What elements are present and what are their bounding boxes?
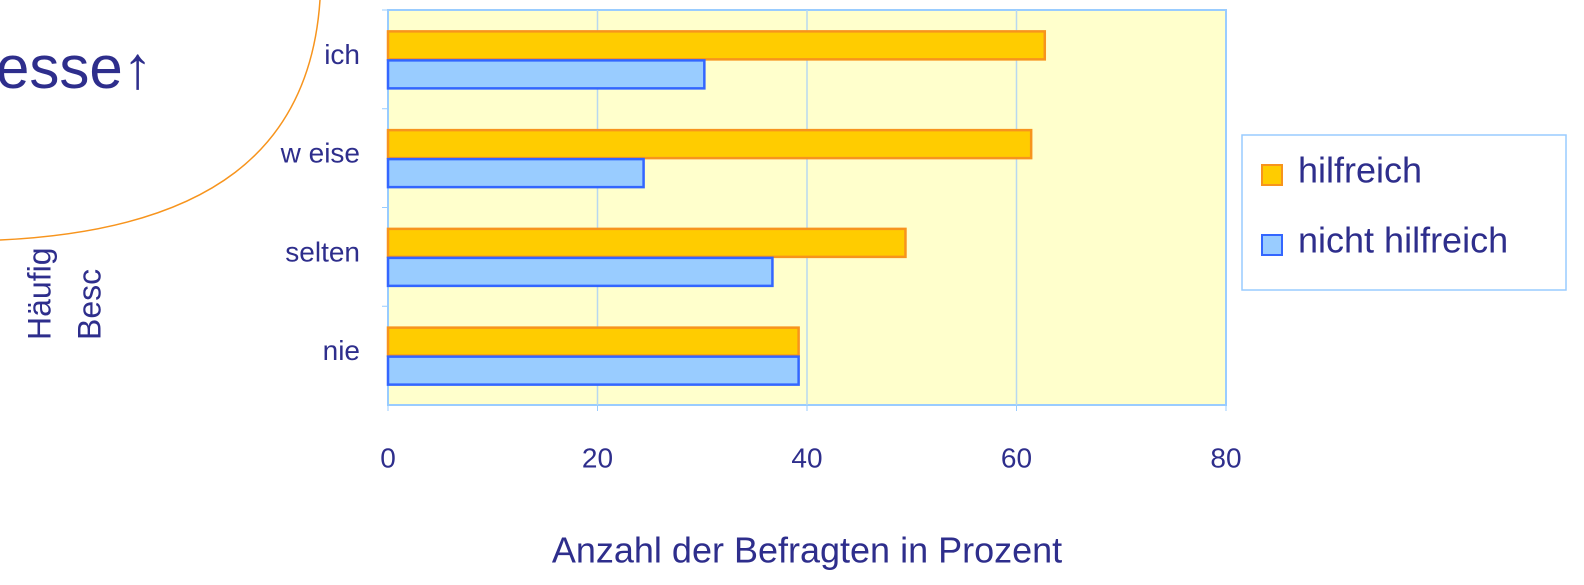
overlay-ellipse xyxy=(0,0,321,241)
bar xyxy=(386,355,800,386)
y-tick-label: selten xyxy=(285,236,360,267)
y-label-1: Häufig xyxy=(21,248,57,341)
overlay-text: esse↑ xyxy=(0,34,153,101)
marks xyxy=(382,9,1227,411)
overlay-fill xyxy=(0,0,320,240)
bar xyxy=(386,227,907,259)
bar xyxy=(386,128,1033,160)
x-axis-label: Anzahl der Befragten in Prozent xyxy=(552,530,1062,571)
y-label-2: Besc xyxy=(71,269,107,340)
y-axis-label: Häufig xyxy=(21,248,57,341)
x-tick-label: 40 xyxy=(791,442,822,473)
x-tick-label: 0 xyxy=(380,442,396,473)
legend xyxy=(1241,134,1567,291)
x-tick-label: 20 xyxy=(582,442,613,473)
y-tick-label: w eise xyxy=(280,138,360,169)
x-tick-label: 60 xyxy=(1001,442,1032,473)
y-axis-label: Besc xyxy=(71,269,107,340)
legend-swatch xyxy=(1261,164,1283,186)
bar xyxy=(386,256,774,288)
legend-swatch xyxy=(1261,234,1283,256)
bar xyxy=(386,59,706,90)
x-tick-label: 80 xyxy=(1210,442,1241,473)
legend-label: nicht hilfreich xyxy=(1298,220,1508,261)
bar xyxy=(386,157,645,189)
legend-label: hilfreich xyxy=(1298,150,1422,191)
y-tick-label: nie xyxy=(323,335,360,366)
y-tick-label: ich xyxy=(324,39,360,70)
bar xyxy=(386,30,1047,61)
bar xyxy=(386,326,800,357)
